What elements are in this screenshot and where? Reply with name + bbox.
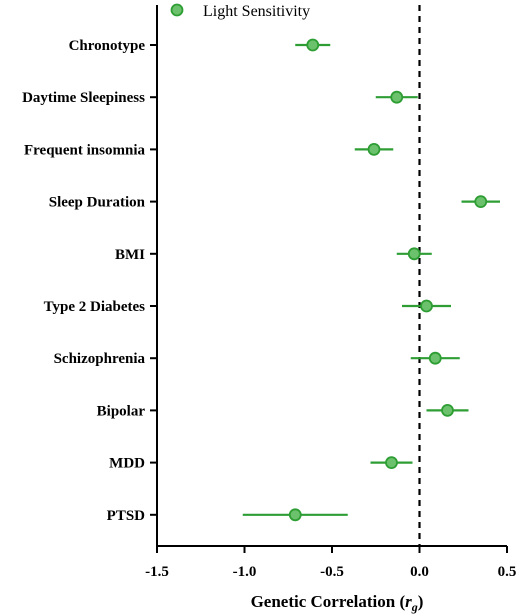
data-marks xyxy=(242,38,500,522)
category-label: BMI xyxy=(115,247,145,263)
data-point xyxy=(390,90,404,104)
category-label: Chronotype xyxy=(69,38,146,54)
data-point xyxy=(385,456,398,470)
data-point xyxy=(441,403,454,417)
data-point xyxy=(420,299,433,313)
x-axis-title-text: Genetic Correlation xyxy=(251,592,396,611)
data-point xyxy=(407,247,421,261)
category-label: Schizophrenia xyxy=(54,351,146,367)
x-tick-label: -1.0 xyxy=(233,564,257,580)
category-label: Bipolar xyxy=(97,403,146,419)
data-point xyxy=(474,195,488,209)
x-axis-title: Genetic Correlation (rg) xyxy=(251,592,424,614)
x-axis-title-subscript: g xyxy=(411,600,418,614)
category-label: Daytime Sleepiness xyxy=(22,90,145,106)
x-tick-label: -0.5 xyxy=(320,564,344,580)
x-tick-label: -1.5 xyxy=(145,564,169,580)
axes: -1.5 -1.0 -0.5 0.0 0.5 xyxy=(145,5,516,580)
category-labels: Chronotype Daytime Sleepiness Frequent ins… xyxy=(22,38,146,524)
legend-label: Light Sensitivity xyxy=(203,3,310,20)
category-label: PTSD xyxy=(107,508,146,524)
data-point xyxy=(367,142,381,156)
legend: Light Sensitivity xyxy=(170,3,310,20)
data-point xyxy=(306,38,320,52)
category-label: Frequent insomnia xyxy=(24,142,145,158)
legend-marker xyxy=(170,3,184,17)
data-point xyxy=(288,508,302,522)
data-point xyxy=(428,351,442,365)
x-axis-title-symbol: r xyxy=(405,592,412,611)
category-label: Sleep Duration xyxy=(49,195,146,211)
x-tick-label: 0.5 xyxy=(498,564,517,580)
x-tick-label: 0.0 xyxy=(410,564,429,580)
category-label: Type 2 Diabetes xyxy=(44,299,146,315)
category-label: MDD xyxy=(109,456,145,472)
